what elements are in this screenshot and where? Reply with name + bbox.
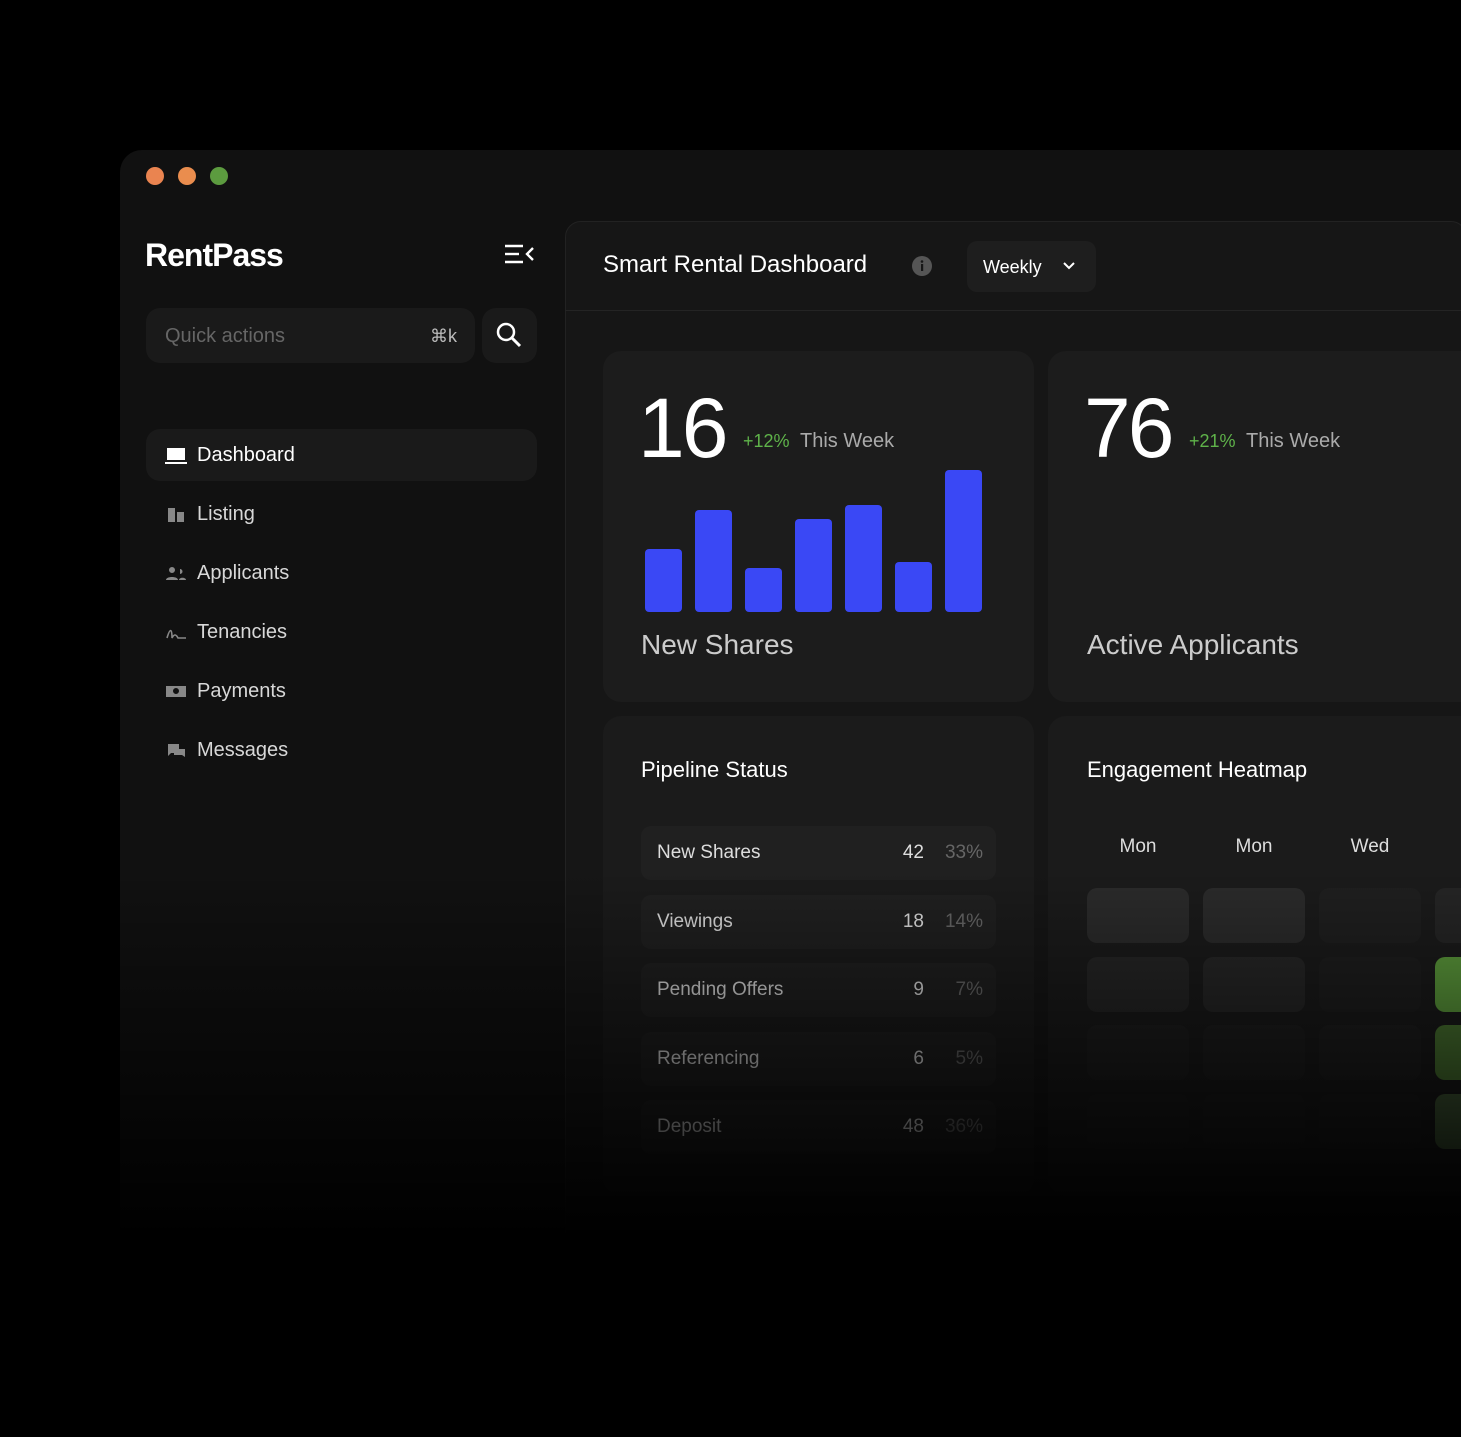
row-name: Referencing: [657, 1047, 760, 1069]
nav-item[interactable]: Dashboard: [197, 444, 295, 466]
stat-change: +12%: [743, 431, 790, 451]
nav-icon: [168, 508, 184, 522]
heatmap-cell: [1319, 1025, 1421, 1080]
search-icon: [496, 322, 522, 348]
bar: [945, 470, 982, 612]
heatmap-cell: [1435, 1025, 1461, 1080]
heatmap-cell: [1319, 956, 1421, 1012]
stat-value: 76: [1084, 381, 1174, 475]
nav-item[interactable]: Applicants: [197, 562, 290, 584]
heatmap-title: Engagement Heatmap: [1087, 757, 1308, 782]
nav-icon: [166, 629, 186, 639]
row-percent: 7%: [955, 979, 983, 1000]
heatmap-cell: [1087, 888, 1189, 943]
heatmap-cell: [1087, 1025, 1189, 1080]
day-label: Mon: [1119, 836, 1157, 857]
nav-item[interactable]: Payments: [197, 680, 286, 702]
row-percent: 14%: [944, 910, 983, 932]
nav-item[interactable]: Messages: [197, 739, 289, 761]
bar: [845, 505, 882, 612]
row-percent: 5%: [955, 1047, 983, 1069]
row-percent: 36%: [944, 1116, 983, 1137]
heatmap-cell: [1319, 888, 1421, 943]
row-count: 48: [902, 1116, 924, 1137]
row-name: Deposit: [657, 1116, 722, 1137]
bar: [895, 562, 932, 612]
nav-icon: [168, 744, 185, 757]
day-label: Mon: [1235, 836, 1273, 857]
row-count: 18: [902, 910, 924, 932]
nav-icon: [166, 686, 186, 697]
day-label: Wed: [1350, 836, 1390, 857]
stat-label: Active Applicants: [1087, 629, 1299, 660]
bar: [645, 549, 682, 612]
search-box[interactable]: [146, 308, 475, 363]
minimize-dot[interactable]: [178, 167, 196, 185]
heatmap-cell: [1203, 956, 1305, 1012]
heatmap-cell: [1435, 1093, 1461, 1149]
heatmap-cell: [1203, 1093, 1305, 1149]
stat-change: +21%: [1189, 431, 1236, 451]
stat-period: This Week: [800, 430, 895, 452]
nav-item[interactable]: Listing: [197, 503, 255, 525]
period-label: Weekly: [983, 257, 1042, 277]
heatmap-cell: [1087, 1093, 1189, 1149]
bar: [795, 519, 832, 612]
collapse-icon[interactable]: [503, 242, 535, 268]
zoom-dot[interactable]: [210, 167, 228, 185]
heatmap-cell: [1319, 1093, 1421, 1149]
row-count: 9: [913, 979, 924, 1000]
heatmap-cell: [1203, 888, 1305, 943]
search-placeholder: Quick actions: [165, 325, 286, 347]
close-dot[interactable]: [146, 167, 164, 185]
chevron-icon: [1063, 262, 1075, 270]
dashboard-title: Smart Rental Dashboard: [603, 251, 868, 278]
stat-value: 16: [638, 381, 728, 475]
heatmap-cell: [1435, 888, 1461, 943]
row-name: Viewings: [657, 910, 733, 932]
period-dropdown[interactable]: [967, 241, 1096, 292]
pipeline-title: Pipeline Status: [641, 757, 788, 782]
nav-active-bg: [146, 429, 537, 481]
stat-card: [1048, 351, 1461, 702]
logo: RentPass: [145, 237, 284, 273]
row-count: 6: [913, 1047, 924, 1069]
heatmap-cell: [1087, 956, 1189, 1012]
row-count: 42: [902, 842, 924, 863]
nav-icon: [166, 567, 186, 580]
bar: [745, 568, 782, 612]
row-name: New Shares: [657, 842, 761, 863]
nav-item[interactable]: Tenancies: [197, 621, 288, 643]
heatmap-cell: [1435, 956, 1461, 1012]
row-name: Pending Offers: [657, 979, 784, 1000]
nav-icon: [165, 448, 187, 464]
stat-label: New Shares: [641, 629, 794, 660]
header-divider: [565, 310, 1461, 311]
info-icon[interactable]: [911, 255, 933, 277]
bar: [695, 510, 732, 612]
heatmap-cell: [1203, 1025, 1305, 1080]
search-button[interactable]: [482, 308, 537, 363]
shortcut: ⌘k: [430, 326, 457, 346]
stat-period: This Week: [1246, 430, 1341, 452]
row-percent: 33%: [944, 842, 983, 863]
